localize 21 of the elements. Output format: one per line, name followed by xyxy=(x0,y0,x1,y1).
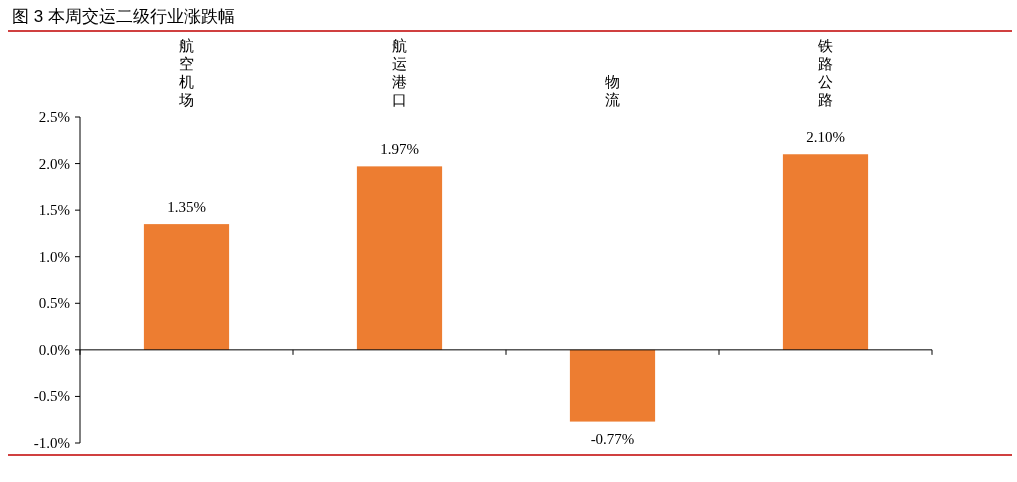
x-tick-label: 航空机场 xyxy=(178,37,194,108)
data-label: 1.97% xyxy=(380,141,419,158)
y-tick-label: 0.0% xyxy=(38,341,70,358)
x-tick-label: 航运港口 xyxy=(392,37,407,108)
chart-title: 图 3 本周交运二级行业涨跌幅 xyxy=(12,7,235,26)
data-label: -0.77% xyxy=(590,430,635,447)
y-tick-label: 2.0% xyxy=(38,155,70,172)
y-tick-label: 0.5% xyxy=(38,295,70,312)
y-tick-label: -0.5% xyxy=(33,388,70,405)
data-label: 2.10% xyxy=(806,129,845,146)
bar xyxy=(569,349,656,422)
bar xyxy=(782,154,869,350)
y-tick-label: 1.5% xyxy=(38,202,70,219)
y-tick-label: -1.0% xyxy=(33,435,70,451)
data-label: 1.35% xyxy=(167,199,206,216)
y-tick-label: 2.5% xyxy=(38,109,70,125)
x-tick-label: 铁路公路 xyxy=(817,37,833,108)
bar xyxy=(143,224,230,350)
bar xyxy=(356,166,443,350)
x-tick-label: 物流 xyxy=(605,73,620,108)
y-tick-label: 1.0% xyxy=(38,248,70,265)
